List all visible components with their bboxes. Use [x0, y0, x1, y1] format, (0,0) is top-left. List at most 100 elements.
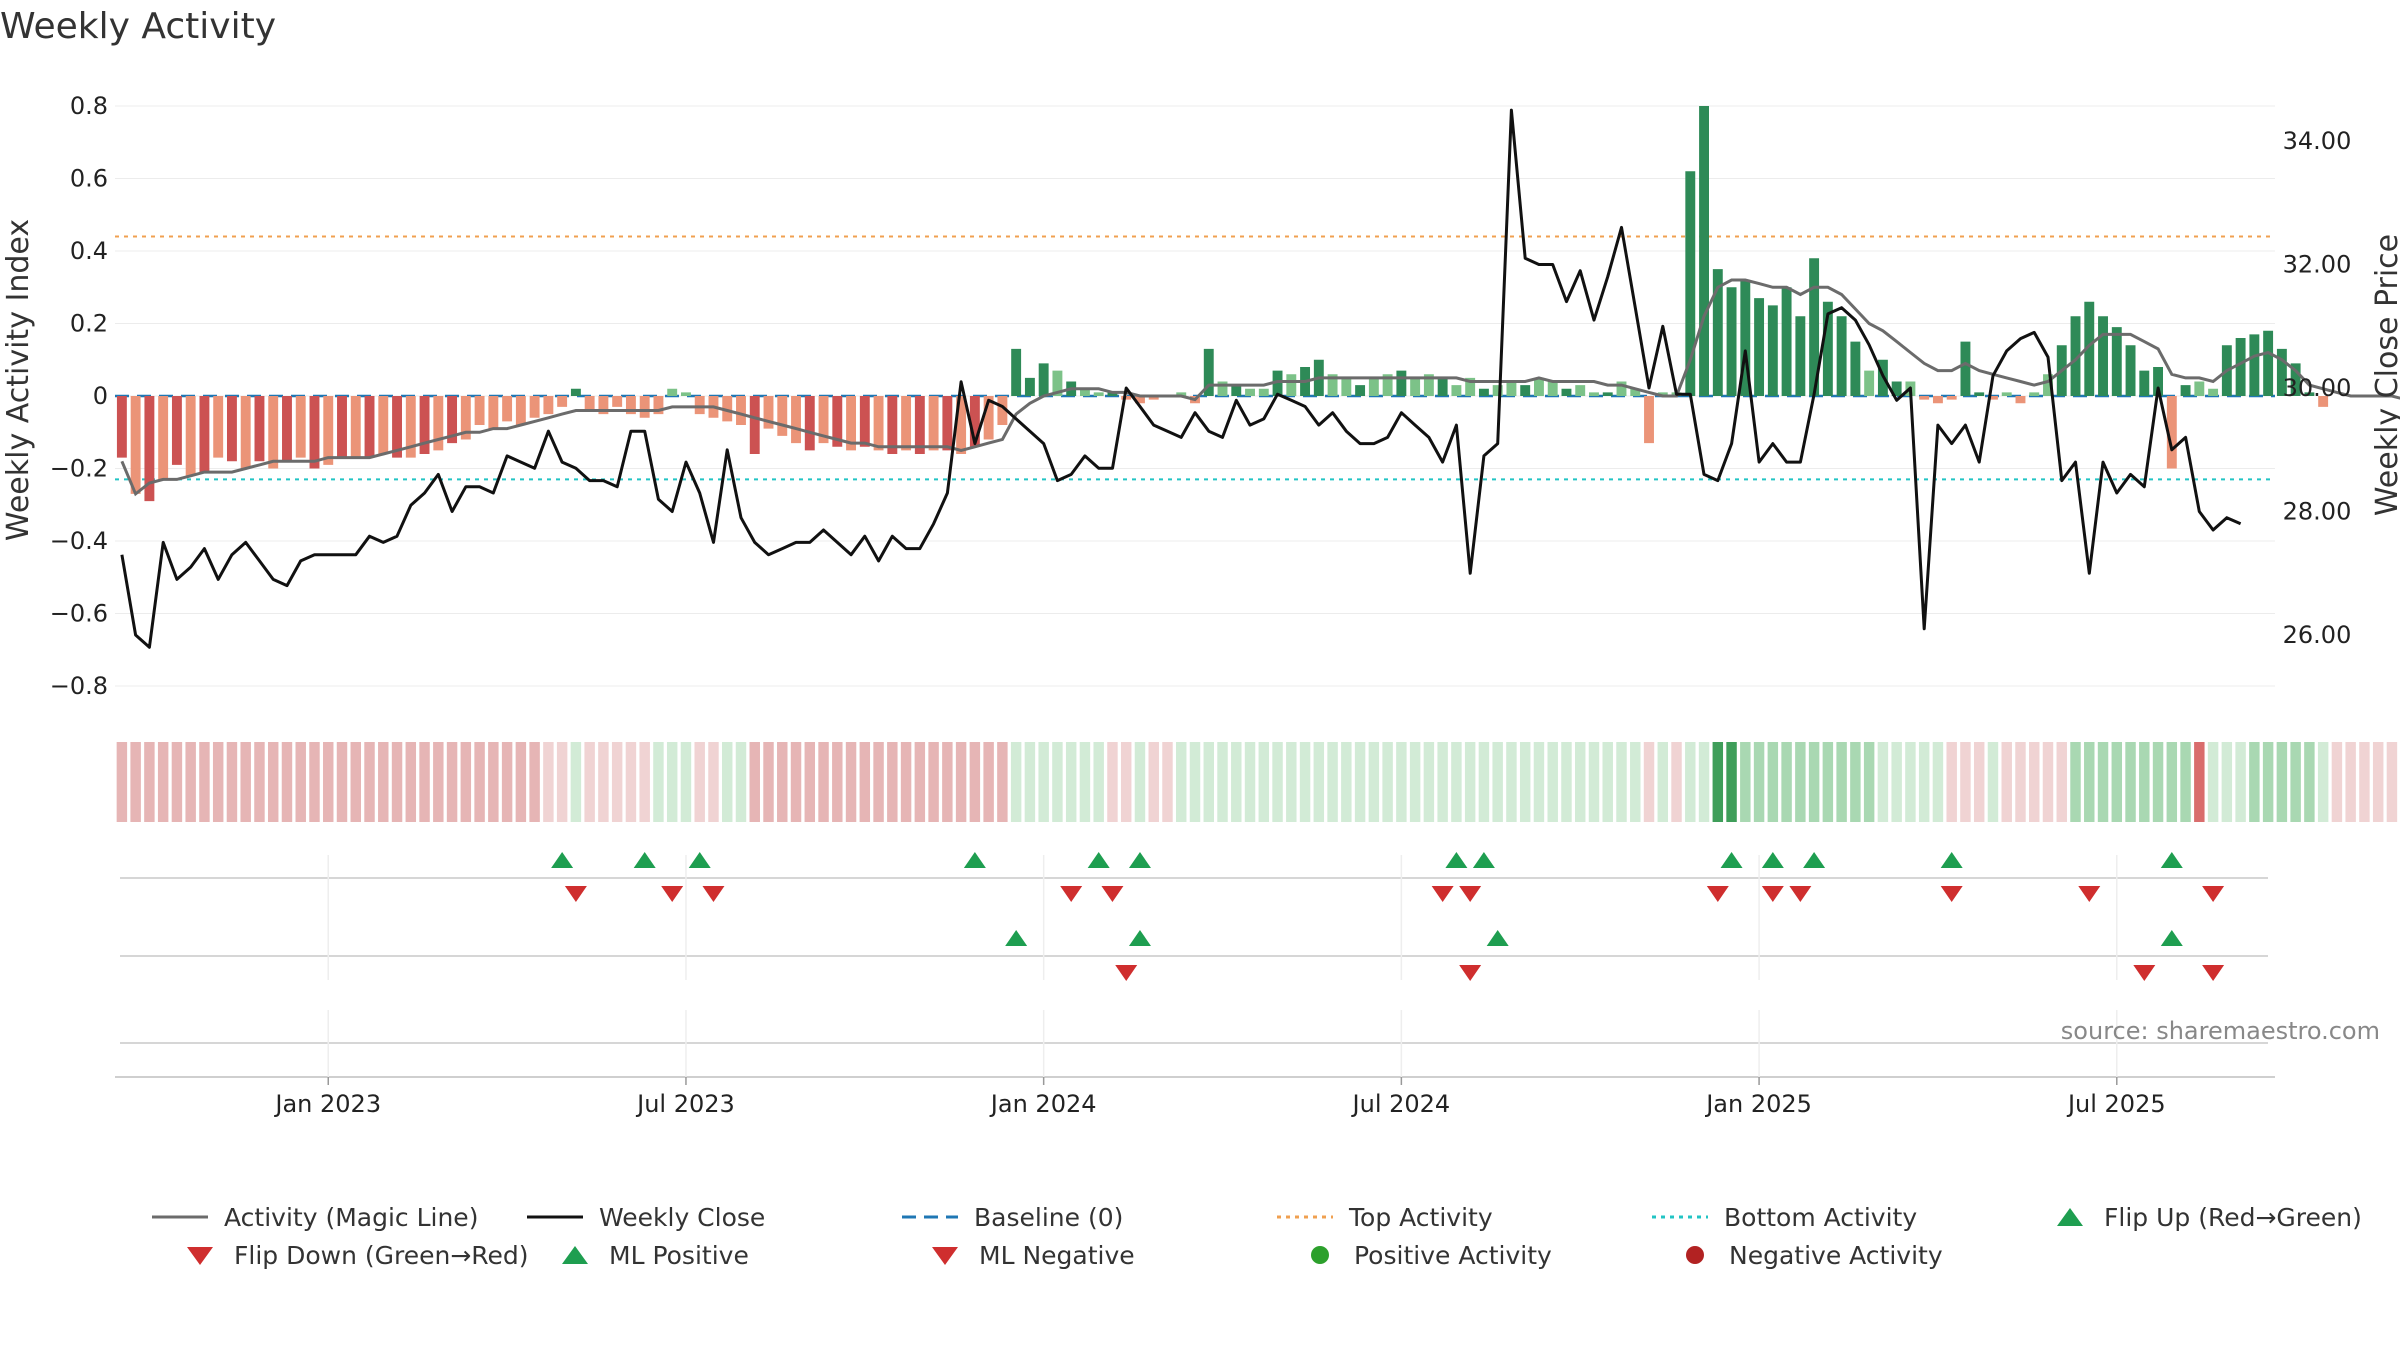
activity-bar [1341, 377, 1352, 396]
activity-bar [1589, 392, 1599, 396]
activity-bar [1327, 374, 1338, 396]
activity-bar [1988, 396, 1998, 400]
activity-bar [392, 396, 402, 458]
legend-item-magic-line: Activity (Magic Line) [150, 1203, 525, 1232]
activity-strip-cell [2359, 742, 2370, 822]
activity-strip-cell [1781, 742, 1792, 822]
activity-bar [749, 396, 760, 454]
activity-bar [1258, 388, 1269, 396]
activity-strip-cell [2015, 742, 2026, 822]
activity-strip-cell [1574, 742, 1586, 822]
y-tick-right-label: 26.00 [2275, 621, 2351, 649]
activity-bar [1533, 377, 1544, 396]
activity-bar [1079, 388, 1090, 396]
activity-strip-cell [1038, 742, 1049, 822]
activity-strip-cell [501, 742, 513, 822]
activity-strip-cell [1492, 742, 1503, 822]
activity-strip-cell [942, 742, 953, 822]
y-axis-right-label: Weekly Close Price [2370, 234, 2400, 516]
activity-bar [2235, 338, 2246, 396]
activity-bar [1932, 396, 1943, 404]
activity-bar [1919, 396, 1930, 400]
flip-down-marker [564, 886, 587, 902]
activity-bar [1657, 392, 1668, 396]
activity-bar [240, 396, 251, 469]
activity-strip-cell [2097, 742, 2109, 822]
activity-bar [213, 396, 224, 458]
activity-strip-cell [680, 742, 692, 822]
activity-bar [226, 396, 237, 462]
activity-bar [1630, 388, 1641, 396]
activity-strip-cell [1891, 742, 1902, 822]
activity-strip-cell [584, 742, 595, 822]
activity-strip-cell [900, 742, 912, 822]
activity-strip-cell [2111, 742, 2123, 822]
activity-strip-cell [130, 742, 141, 822]
activity-bar [1767, 305, 1778, 396]
activity-strip-cell [2345, 742, 2356, 822]
legend-dotted-cyan-icon [1652, 1215, 1708, 1219]
activity-bar [1203, 348, 1214, 396]
ml-positive-marker [1005, 930, 1028, 946]
activity-bar [2139, 370, 2150, 396]
activity-strip-cell [997, 742, 1008, 822]
activity-strip-cell [2084, 742, 2095, 822]
activity-bar [1809, 258, 1820, 396]
activity-bar [1368, 377, 1379, 396]
activity-strip-cell [598, 742, 609, 822]
legend: Activity (Magic Line) Weekly Close Basel… [150, 1198, 2400, 1274]
activity-strip-cell [144, 742, 155, 822]
activity-bar [1396, 370, 1407, 396]
activity-strip-cell [1918, 742, 1930, 822]
activity-bar [1382, 374, 1393, 396]
activity-bar [1176, 392, 1187, 396]
activity-strip-cell [556, 742, 568, 822]
activity-bar [598, 396, 609, 415]
activity-bar [1781, 287, 1792, 396]
activity-strip-cell [969, 742, 981, 822]
activity-strip-cell [2276, 742, 2288, 822]
activity-strip-cell [1478, 742, 1490, 822]
activity-bar [1011, 348, 1022, 396]
activity-bar [1024, 377, 1035, 396]
activity-strip-cell [1120, 742, 1132, 822]
activity-strip-cell [1286, 742, 1297, 822]
activity-bar [818, 396, 829, 444]
activity-strip-cell [1299, 742, 1311, 822]
x-tick-label: Jan 2024 [989, 1090, 1097, 1118]
activity-bar [2304, 392, 2315, 396]
activity-bar [1121, 396, 1132, 400]
activity-strip-cell [1946, 742, 1957, 822]
activity-bar [364, 396, 375, 458]
activity-strip-cell [1987, 742, 1999, 822]
activity-bar [859, 396, 870, 447]
activity-bar [1423, 374, 1434, 396]
activity-bar [2029, 392, 2040, 396]
ml-negative-marker [1115, 965, 1138, 981]
activity-strip-cell [240, 742, 251, 822]
flip-up-marker [1720, 852, 1743, 868]
activity-strip-cell [336, 742, 348, 822]
legend-item-bottom-activity: Bottom Activity [1650, 1203, 2050, 1232]
activity-bar [639, 396, 650, 418]
activity-strip-cell [2235, 742, 2246, 822]
activity-bar [1286, 374, 1297, 396]
activity-strip-cell [350, 742, 361, 822]
y-tick-left-label: −0.4 [50, 527, 108, 555]
activity-bar [1850, 341, 1861, 396]
activity-bar [2084, 301, 2095, 396]
activity-strip-cell [1698, 742, 1710, 822]
activity-bar [832, 396, 843, 447]
activity-bar [667, 388, 678, 396]
ml-negative-marker [1459, 965, 1482, 981]
ml-positive-marker [2160, 930, 2183, 946]
activity-bar [543, 396, 554, 415]
activity-strip-cell [653, 742, 664, 822]
activity-strip-cell [2042, 742, 2054, 822]
legend-dotted-orange-icon [1277, 1215, 1333, 1219]
activity-strip-cell [1368, 742, 1380, 822]
activity-strip-cell [859, 742, 871, 822]
activity-strip-cell [1712, 742, 1724, 822]
activity-strip-cell [1258, 742, 1270, 822]
flip-up-marker [1445, 852, 1468, 868]
